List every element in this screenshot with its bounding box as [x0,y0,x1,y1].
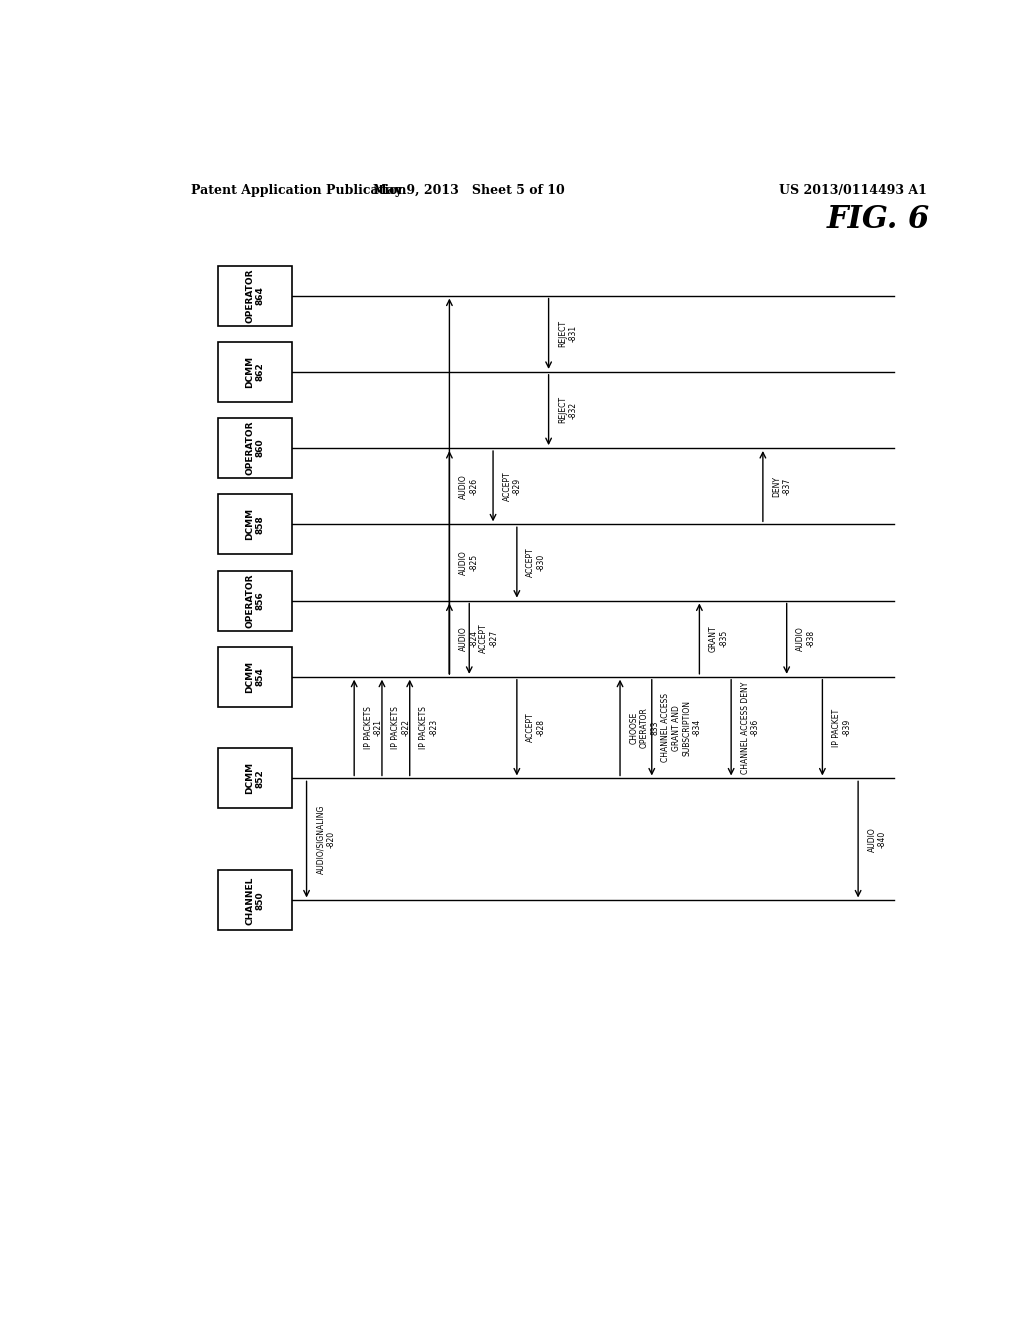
Text: Patent Application Publication: Patent Application Publication [191,183,407,197]
Text: US 2013/0114493 A1: US 2013/0114493 A1 [778,183,927,197]
Text: ACCEPT
-828: ACCEPT -828 [526,713,546,742]
FancyBboxPatch shape [218,265,292,326]
Text: DENY
-837: DENY -837 [772,475,792,496]
Text: IP PACKETS
-822: IP PACKETS -822 [391,706,411,748]
Text: OPERATOR
856: OPERATOR 856 [246,573,264,628]
FancyBboxPatch shape [218,418,292,478]
Text: CHANNEL ACCESS
GRANT AND
SUBSCRIPTION
-834: CHANNEL ACCESS GRANT AND SUBSCRIPTION -8… [662,693,701,762]
Text: AUDIO
-840: AUDIO -840 [867,828,887,851]
Text: ACCEPT
-827: ACCEPT -827 [479,624,498,653]
Text: DCMM
858: DCMM 858 [246,508,264,540]
FancyBboxPatch shape [218,570,292,631]
FancyBboxPatch shape [218,748,292,808]
Text: CHANNEL ACCESS DENY
-836: CHANNEL ACCESS DENY -836 [740,681,760,774]
Text: AUDIO
-826: AUDIO -826 [459,474,478,499]
Text: DCMM
854: DCMM 854 [246,661,264,693]
Text: DCMM
862: DCMM 862 [246,356,264,388]
Text: IP PACKETS
-821: IP PACKETS -821 [364,706,383,748]
Text: CHANNEL
850: CHANNEL 850 [246,876,264,924]
Text: CHOOSE
OPERATOR
833: CHOOSE OPERATOR 833 [630,708,659,748]
Text: REJECT
-832: REJECT -832 [558,396,578,424]
Text: ACCEPT
-830: ACCEPT -830 [526,548,546,577]
Text: OPERATOR
864: OPERATOR 864 [246,268,264,323]
Text: GRANT
-835: GRANT -835 [709,626,728,652]
Text: IP PACKETS
-823: IP PACKETS -823 [419,706,438,748]
FancyBboxPatch shape [218,494,292,554]
FancyBboxPatch shape [218,870,292,931]
FancyBboxPatch shape [218,647,292,706]
Text: AUDIO
-838: AUDIO -838 [797,626,815,651]
Text: IP PACKET
-839: IP PACKET -839 [831,709,851,747]
Text: DCMM
852: DCMM 852 [246,763,264,795]
Text: FIG. 6: FIG. 6 [826,205,930,235]
FancyBboxPatch shape [218,342,292,401]
Text: AUDIO
-824: AUDIO -824 [459,626,478,651]
Text: May 9, 2013   Sheet 5 of 10: May 9, 2013 Sheet 5 of 10 [374,183,565,197]
Text: ACCEPT
-829: ACCEPT -829 [503,471,522,502]
Text: OPERATOR
860: OPERATOR 860 [246,421,264,475]
Text: AUDIO
-825: AUDIO -825 [459,550,478,574]
Text: REJECT
-831: REJECT -831 [558,321,578,347]
Text: AUDIO/SIGNALING
-820: AUDIO/SIGNALING -820 [316,805,336,874]
